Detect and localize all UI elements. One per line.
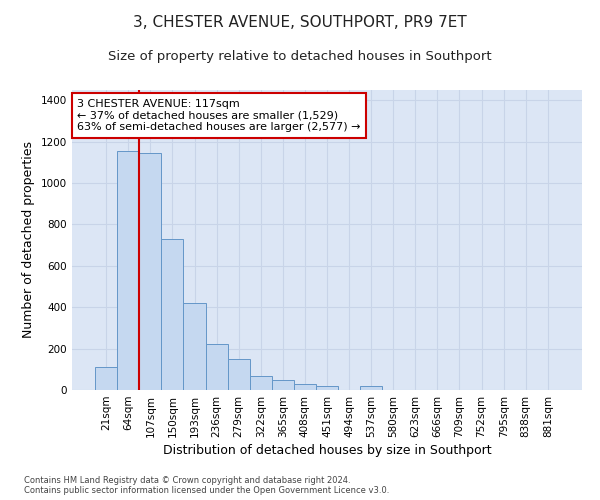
- Bar: [117, 151, 139, 390]
- Bar: [206, 344, 227, 390]
- Bar: [360, 386, 382, 390]
- X-axis label: Distribution of detached houses by size in Southport: Distribution of detached houses by size …: [163, 444, 491, 457]
- Bar: [161, 239, 184, 390]
- Text: 3, CHESTER AVENUE, SOUTHPORT, PR9 7ET: 3, CHESTER AVENUE, SOUTHPORT, PR9 7ET: [133, 15, 467, 30]
- Bar: [272, 380, 294, 390]
- Bar: [139, 153, 161, 390]
- Bar: [95, 367, 117, 390]
- Bar: [294, 384, 316, 390]
- Text: Contains public sector information licensed under the Open Government Licence v3: Contains public sector information licen…: [24, 486, 389, 495]
- Bar: [184, 303, 206, 390]
- Bar: [227, 359, 250, 390]
- Text: Contains HM Land Registry data © Crown copyright and database right 2024.: Contains HM Land Registry data © Crown c…: [24, 476, 350, 485]
- Text: 3 CHESTER AVENUE: 117sqm
← 37% of detached houses are smaller (1,529)
63% of sem: 3 CHESTER AVENUE: 117sqm ← 37% of detach…: [77, 99, 361, 132]
- Bar: [316, 386, 338, 390]
- Text: Size of property relative to detached houses in Southport: Size of property relative to detached ho…: [108, 50, 492, 63]
- Bar: [250, 376, 272, 390]
- Y-axis label: Number of detached properties: Number of detached properties: [22, 142, 35, 338]
